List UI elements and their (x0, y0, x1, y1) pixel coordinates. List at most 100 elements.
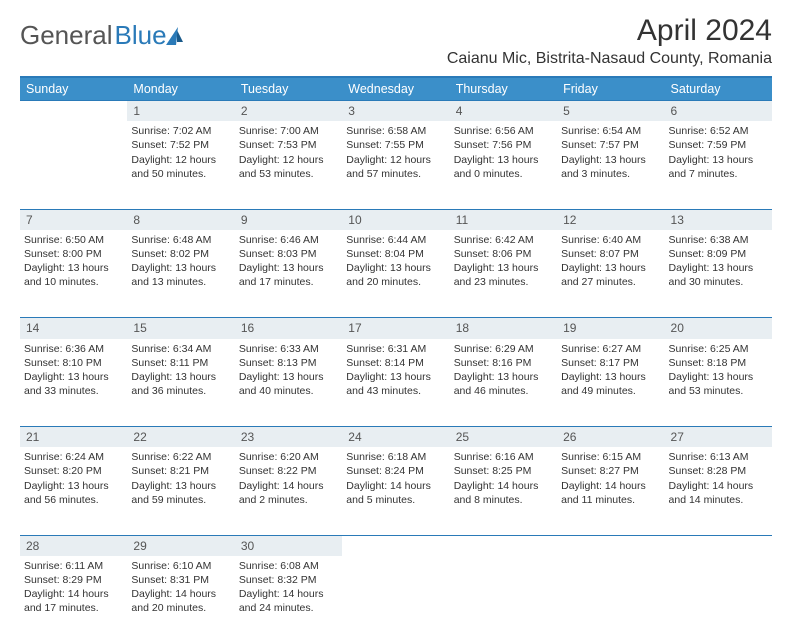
day-number: 16 (235, 318, 342, 339)
weekday-header: Thursday (450, 77, 557, 101)
day-cell: Sunrise: 6:22 AMSunset: 8:21 PMDaylight:… (127, 447, 234, 535)
sunrise-text: Sunrise: 6:48 AM (131, 233, 230, 247)
daylight-text-1: Daylight: 13 hours (346, 261, 445, 275)
daylight-text-2: and 0 minutes. (454, 167, 553, 181)
day-number: 11 (450, 209, 557, 230)
daylight-text-1: Daylight: 12 hours (346, 153, 445, 167)
daylight-text-2: and 5 minutes. (346, 493, 445, 507)
day-number: 8 (127, 209, 234, 230)
daylight-text-2: and 59 minutes. (131, 493, 230, 507)
sunset-text: Sunset: 8:18 PM (669, 356, 768, 370)
daylight-text-2: and 36 minutes. (131, 384, 230, 398)
daylight-text-2: and 27 minutes. (561, 275, 660, 289)
sunrise-text: Sunrise: 6:22 AM (131, 450, 230, 464)
daylight-text-1: Daylight: 13 hours (669, 370, 768, 384)
sunset-text: Sunset: 8:07 PM (561, 247, 660, 261)
day-cell: Sunrise: 6:08 AMSunset: 8:32 PMDaylight:… (235, 556, 342, 644)
sunset-text: Sunset: 7:53 PM (239, 138, 338, 152)
day-cell: Sunrise: 6:40 AMSunset: 8:07 PMDaylight:… (557, 230, 664, 318)
sunset-text: Sunset: 8:13 PM (239, 356, 338, 370)
daylight-text-1: Daylight: 12 hours (239, 153, 338, 167)
sunrise-text: Sunrise: 6:13 AM (669, 450, 768, 464)
sunset-text: Sunset: 7:59 PM (669, 138, 768, 152)
daylight-text-1: Daylight: 14 hours (239, 479, 338, 493)
sunrise-text: Sunrise: 6:58 AM (346, 124, 445, 138)
daylight-text-1: Daylight: 13 hours (454, 153, 553, 167)
daylight-text-1: Daylight: 14 hours (239, 587, 338, 601)
daylight-text-2: and 7 minutes. (669, 167, 768, 181)
day-number: 12 (557, 209, 664, 230)
sunset-text: Sunset: 8:14 PM (346, 356, 445, 370)
daylight-text-2: and 49 minutes. (561, 384, 660, 398)
info-row: Sunrise: 6:24 AMSunset: 8:20 PM Daylight:… (20, 447, 772, 535)
sunrise-text: Sunrise: 6:20 AM (239, 450, 338, 464)
sunset-text: Sunset: 8:20 PM (24, 464, 123, 478)
info-row: Sunrise: 6:36 AMSunset: 8:10 PMDaylight:… (20, 339, 772, 427)
weekday-header: Wednesday (342, 77, 449, 101)
day-cell: Sunrise: 6:27 AMSunset: 8:17 PMDaylight:… (557, 339, 664, 427)
sunrise-text: Sunrise: 6:31 AM (346, 342, 445, 356)
sunset-text: Sunset: 8:32 PM (239, 573, 338, 587)
daylight-text-1: Daylight: 13 hours (131, 261, 230, 275)
day-cell: Sunrise: 6:50 AMSunset: 8:00 PMDaylight:… (20, 230, 127, 318)
weekday-header: Friday (557, 77, 664, 101)
sunset-text: Sunset: 8:10 PM (24, 356, 123, 370)
daynum-row: 282930 (20, 535, 772, 556)
day-cell: Sunrise: 6:38 AMSunset: 8:09 PMDaylight:… (665, 230, 772, 318)
daynum-row: 123456 (20, 101, 772, 122)
day-cell: Sunrise: 6:16 AMSunset: 8:25 PMDaylight:… (450, 447, 557, 535)
day-number: 17 (342, 318, 449, 339)
sunset-text: Sunset: 8:24 PM (346, 464, 445, 478)
header: GeneralBlue April 2024 Caianu Mic, Bistr… (20, 14, 772, 68)
sunrise-text: Sunrise: 7:00 AM (239, 124, 338, 138)
sunrise-text: Sunrise: 6:24 AM (24, 450, 123, 464)
weekday-header: Saturday (665, 77, 772, 101)
day-cell: Sunrise: 6:15 AMSunset: 8:27 PMDaylight:… (557, 447, 664, 535)
day-cell: Sunrise: 6:48 AMSunset: 8:02 PMDaylight:… (127, 230, 234, 318)
title-block: April 2024 Caianu Mic, Bistrita-Nasaud C… (447, 14, 772, 68)
day-cell: Sunrise: 6:46 AMSunset: 8:03 PMDaylight:… (235, 230, 342, 318)
day-cell: Sunrise: 7:02 AMSunset: 7:52 PMDaylight:… (127, 121, 234, 209)
day-number: 3 (342, 101, 449, 122)
day-number: 1 (127, 101, 234, 122)
sunset-text: Sunset: 8:02 PM (131, 247, 230, 261)
calendar-table: Sunday Monday Tuesday Wednesday Thursday… (20, 76, 772, 644)
day-cell (20, 121, 127, 209)
daylight-text-2: and 11 minutes. (561, 493, 660, 507)
day-cell: Sunrise: 6:31 AMSunset: 8:14 PMDaylight:… (342, 339, 449, 427)
daylight-text-1: Daylight: 14 hours (24, 587, 123, 601)
day-number: 5 (557, 101, 664, 122)
daylight-text-1: Daylight: 13 hours (561, 153, 660, 167)
sunrise-text: Sunrise: 6:50 AM (24, 233, 123, 247)
daylight-text-2: and 13 minutes. (131, 275, 230, 289)
sunset-text: Sunset: 8:00 PM (24, 247, 123, 261)
sunrise-text: Sunrise: 6:29 AM (454, 342, 553, 356)
sunset-text: Sunset: 8:11 PM (131, 356, 230, 370)
daylight-text-1: Daylight: 13 hours (131, 370, 230, 384)
sunset-text: Sunset: 8:17 PM (561, 356, 660, 370)
sunrise-text: Sunrise: 6:15 AM (561, 450, 660, 464)
sunset-text: Sunset: 8:04 PM (346, 247, 445, 261)
daynum-row: 78910111213 (20, 209, 772, 230)
sunset-text: Sunset: 8:16 PM (454, 356, 553, 370)
day-cell (342, 556, 449, 644)
day-number: 23 (235, 427, 342, 448)
day-number: 27 (665, 427, 772, 448)
day-number: 22 (127, 427, 234, 448)
sunrise-text: Sunrise: 6:27 AM (561, 342, 660, 356)
daylight-text-1: Daylight: 13 hours (561, 261, 660, 275)
daylight-text-1: Daylight: 13 hours (239, 261, 338, 275)
sunset-text: Sunset: 8:22 PM (239, 464, 338, 478)
sunrise-text: Sunrise: 6:42 AM (454, 233, 553, 247)
daynum-row: 21222324252627 (20, 427, 772, 448)
weekday-header: Sunday (20, 77, 127, 101)
sunset-text: Sunset: 8:31 PM (131, 573, 230, 587)
sunrise-text: Sunrise: 7:02 AM (131, 124, 230, 138)
daylight-text-2: and 56 minutes. (24, 493, 123, 507)
sunrise-text: Sunrise: 6:18 AM (346, 450, 445, 464)
calendar-body: 123456Sunrise: 7:02 AMSunset: 7:52 PMDay… (20, 101, 772, 644)
day-number: 30 (235, 535, 342, 556)
day-number: 15 (127, 318, 234, 339)
calendar-header: Sunday Monday Tuesday Wednesday Thursday… (20, 77, 772, 101)
day-number: 14 (20, 318, 127, 339)
